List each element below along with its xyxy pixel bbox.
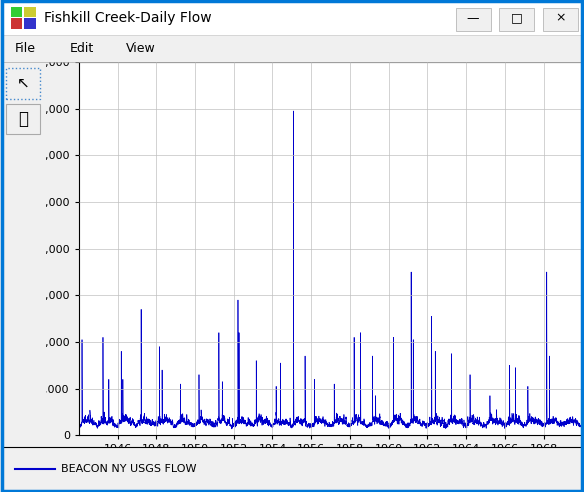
- Text: BEACON NY USGS FLOW: BEACON NY USGS FLOW: [61, 464, 197, 474]
- Text: ×: ×: [555, 12, 566, 25]
- Text: File: File: [15, 42, 36, 55]
- Text: □: □: [511, 12, 523, 25]
- Text: Fishkill Creek-Daily Flow: Fishkill Creek-Daily Flow: [44, 11, 211, 25]
- Text: ⌕: ⌕: [18, 110, 28, 128]
- Text: —: —: [467, 12, 479, 25]
- Text: View: View: [126, 42, 155, 55]
- Text: Edit: Edit: [70, 42, 95, 55]
- Text: ↖: ↖: [16, 76, 29, 91]
- Y-axis label: Flow (cfs): Flow (cfs): [21, 220, 34, 277]
